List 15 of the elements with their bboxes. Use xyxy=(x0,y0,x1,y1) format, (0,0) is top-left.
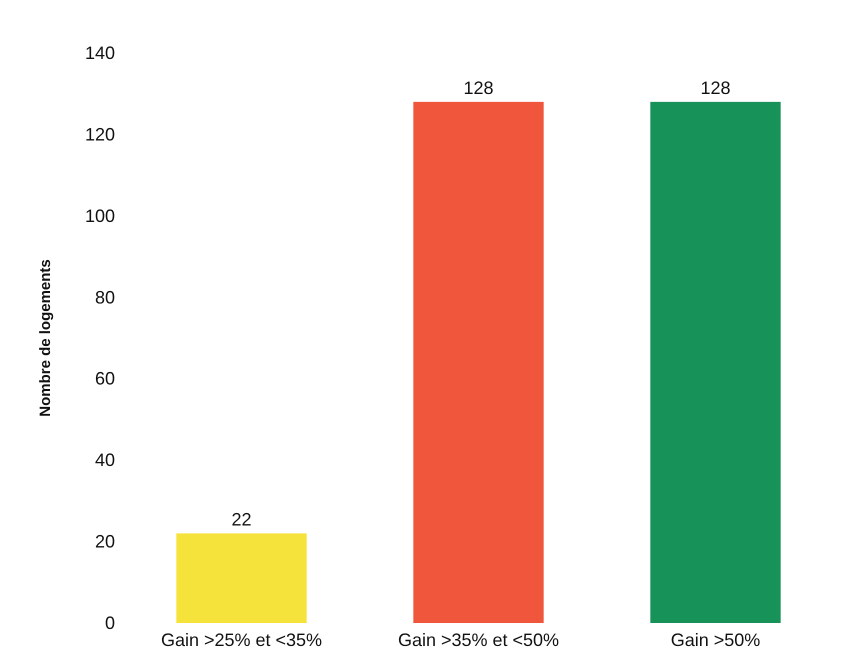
data-label: 128 xyxy=(700,78,731,98)
y-tick-label: 120 xyxy=(84,124,115,144)
y-tick-label: 140 xyxy=(84,43,115,63)
y-axis-title: Nombre de logements xyxy=(37,259,54,417)
y-tick-label: 60 xyxy=(94,368,115,389)
y-tick-label: 40 xyxy=(94,450,115,470)
data-label: 22 xyxy=(231,509,252,530)
x-tick-label: Gain >50% xyxy=(670,630,760,650)
data-label: 128 xyxy=(463,78,494,98)
y-tick-label: 20 xyxy=(94,532,115,552)
y-tick-label: 80 xyxy=(94,287,115,308)
x-tick-label: Gain >25% et <35% xyxy=(160,630,322,650)
y-tick-label: 100 xyxy=(84,206,115,226)
y-tick-label: 0 xyxy=(104,613,115,633)
x-tick-label: Gain >35% et <50% xyxy=(398,630,560,650)
